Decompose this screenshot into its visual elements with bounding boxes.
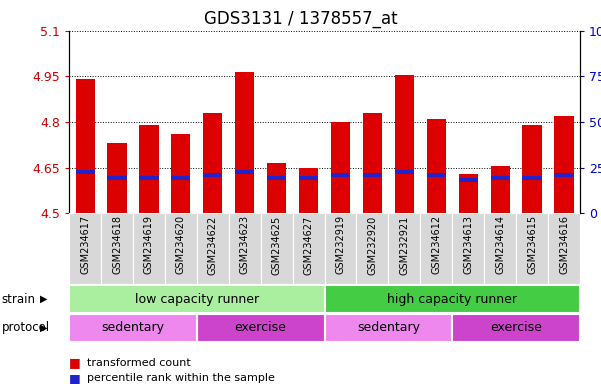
Text: high capacity runner: high capacity runner: [387, 293, 517, 306]
Text: ▶: ▶: [40, 323, 47, 333]
Text: GSM232921: GSM232921: [399, 215, 409, 275]
Bar: [325, 314, 453, 342]
Bar: [453, 213, 484, 284]
Bar: [388, 213, 420, 284]
Bar: [522, 125, 542, 213]
Bar: [267, 163, 286, 213]
Bar: [325, 285, 580, 313]
Bar: [427, 173, 446, 177]
Text: transformed count: transformed count: [87, 358, 191, 368]
Bar: [108, 143, 127, 213]
Bar: [133, 213, 165, 284]
Text: GSM234618: GSM234618: [112, 215, 122, 274]
Text: protocol: protocol: [2, 321, 50, 334]
Bar: [555, 173, 573, 177]
Text: ■: ■: [69, 356, 81, 369]
Bar: [331, 173, 350, 177]
Bar: [395, 75, 414, 213]
Bar: [363, 113, 382, 213]
Bar: [490, 176, 510, 180]
Bar: [108, 176, 127, 180]
Text: GDS3131 / 1378557_at: GDS3131 / 1378557_at: [204, 10, 397, 28]
Text: GSM234616: GSM234616: [559, 215, 569, 274]
Text: GSM234627: GSM234627: [304, 215, 314, 275]
Text: GSM232919: GSM232919: [335, 215, 346, 275]
Text: GSM234619: GSM234619: [144, 215, 154, 274]
Bar: [203, 173, 222, 177]
Text: sedentary: sedentary: [357, 321, 420, 334]
Bar: [427, 119, 446, 213]
Text: ▶: ▶: [40, 294, 47, 304]
Bar: [197, 314, 325, 342]
Bar: [235, 170, 254, 174]
Text: GSM234612: GSM234612: [432, 215, 441, 275]
Bar: [69, 314, 197, 342]
Text: sedentary: sedentary: [102, 321, 165, 334]
Text: ■: ■: [69, 372, 81, 384]
Bar: [395, 170, 414, 174]
Text: GSM234613: GSM234613: [463, 215, 473, 274]
Text: GSM232920: GSM232920: [367, 215, 377, 275]
Bar: [197, 213, 229, 284]
Text: exercise: exercise: [490, 321, 542, 334]
Bar: [490, 166, 510, 213]
Bar: [69, 213, 101, 284]
Text: low capacity runner: low capacity runner: [135, 293, 259, 306]
Bar: [235, 72, 254, 213]
Bar: [555, 116, 573, 213]
Bar: [516, 213, 548, 284]
Bar: [165, 213, 197, 284]
Bar: [76, 170, 95, 174]
Bar: [69, 285, 325, 313]
Bar: [139, 176, 159, 180]
Text: GSM234625: GSM234625: [272, 215, 282, 275]
Text: GSM234620: GSM234620: [176, 215, 186, 275]
Text: percentile rank within the sample: percentile rank within the sample: [87, 373, 275, 383]
Text: GSM234615: GSM234615: [527, 215, 537, 275]
Text: strain: strain: [2, 293, 36, 306]
Bar: [299, 167, 318, 213]
Bar: [325, 213, 356, 284]
Text: GSM234623: GSM234623: [240, 215, 250, 275]
Bar: [459, 174, 478, 213]
Bar: [453, 314, 580, 342]
Bar: [548, 213, 580, 284]
Bar: [459, 178, 478, 182]
Bar: [356, 213, 388, 284]
Bar: [293, 213, 325, 284]
Bar: [261, 213, 293, 284]
Bar: [267, 176, 286, 180]
Bar: [522, 176, 542, 180]
Text: GSM234622: GSM234622: [208, 215, 218, 275]
Bar: [171, 134, 191, 213]
Text: exercise: exercise: [235, 321, 287, 334]
Bar: [101, 213, 133, 284]
Text: GSM234617: GSM234617: [80, 215, 90, 275]
Bar: [331, 122, 350, 213]
Text: GSM234614: GSM234614: [495, 215, 505, 274]
Bar: [171, 176, 191, 180]
Bar: [229, 213, 261, 284]
Bar: [299, 176, 318, 180]
Bar: [76, 79, 95, 213]
Bar: [139, 125, 159, 213]
Bar: [484, 213, 516, 284]
Bar: [203, 113, 222, 213]
Bar: [363, 173, 382, 177]
Bar: [420, 213, 453, 284]
